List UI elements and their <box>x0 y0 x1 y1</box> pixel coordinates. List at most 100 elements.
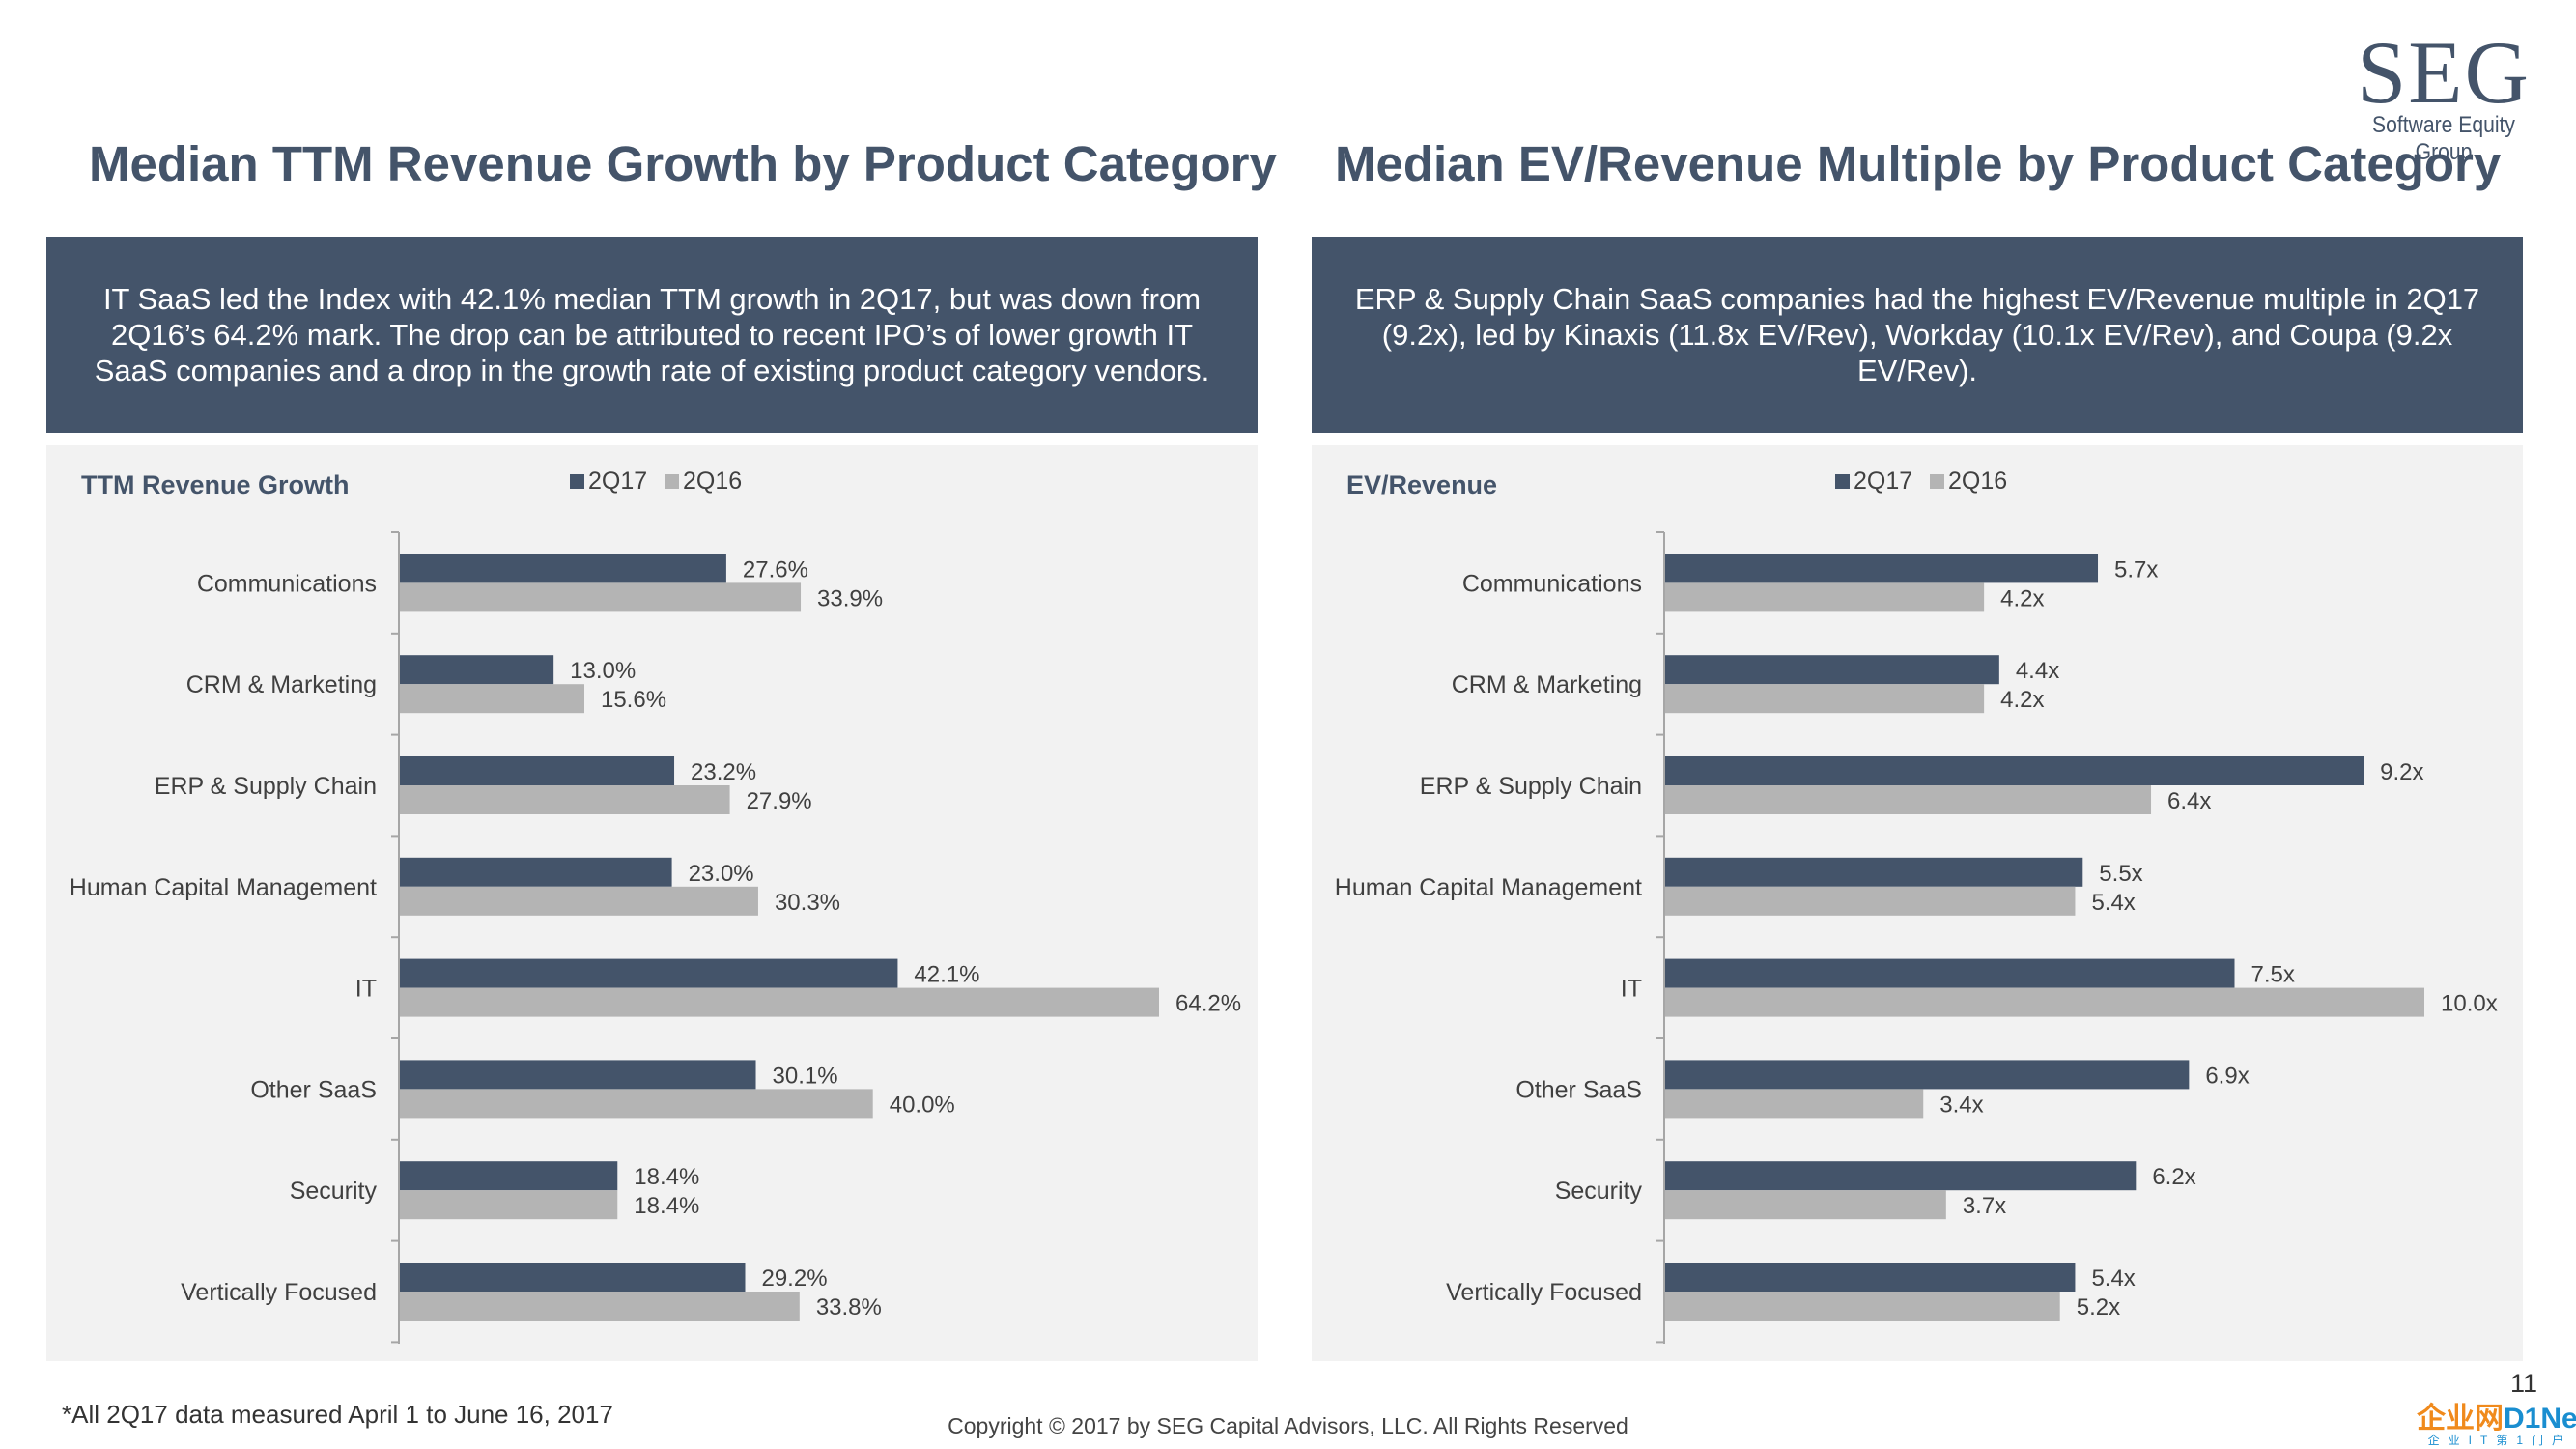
revenue-growth-chart: TTM Revenue Growth 2Q17 2Q16 Communications… <box>70 468 1241 1344</box>
data-label-2q16-it: 64.2% <box>1175 991 1241 1017</box>
bar-2q17-other-saas <box>1665 1060 2190 1090</box>
data-label-2q16-security: 18.4% <box>634 1193 699 1219</box>
data-label-2q17-vertically-focused: 5.4x <box>2091 1265 2135 1292</box>
data-label-2q16-crm-and-marketing: 4.2x <box>2000 687 2044 713</box>
bar-2q17-communications <box>400 554 726 583</box>
d1net-watermark: 企业网D1Net 企业IT第1门户 <box>2417 1405 2576 1449</box>
bar-2q16-it <box>400 987 1159 1017</box>
data-label-2q16-communications: 4.2x <box>2000 585 2044 611</box>
data-label-2q16-human-capital-management: 30.3% <box>775 890 840 916</box>
data-label-2q16-erp-and-supply-chain: 6.4x <box>2167 788 2211 814</box>
bar-2q16-vertically-focused <box>1665 1292 2060 1321</box>
bar-2q16-erp-and-supply-chain <box>400 785 730 814</box>
data-label-2q16-other-saas: 3.4x <box>1939 1092 1983 1118</box>
right-summary-banner: ERP & Supply Chain SaaS companies had th… <box>1312 237 2523 433</box>
category-label-security: Security <box>290 1178 378 1205</box>
footnote: *All 2Q17 data measured April 1 to June … <box>62 1400 613 1429</box>
bar-2q16-communications <box>400 582 802 612</box>
category-label-crm-and-marketing: CRM & Marketing <box>186 671 377 698</box>
right-summary-text: ERP & Supply Chain SaaS companies had th… <box>1354 282 2480 387</box>
data-label-2q16-communications: 33.9% <box>817 585 883 611</box>
ev-revenue-chart: EV/Revenue 2Q17 2Q16 Communications 5.7x 4.2x… <box>1335 468 2498 1344</box>
category-label-other-saas: Other SaaS <box>250 1076 377 1103</box>
data-label-2q17-security: 18.4% <box>634 1164 699 1190</box>
legend-label-2q16: 2Q16 <box>683 468 742 495</box>
bar-2q17-security <box>1665 1161 2137 1191</box>
bar-2q16-crm-and-marketing <box>1665 684 1985 714</box>
chart-title: TTM Revenue Growth <box>81 470 350 499</box>
data-label-2q16-other-saas: 40.0% <box>890 1092 955 1118</box>
left-summary-banner: IT SaaS led the Index with 42.1% median … <box>46 237 1258 433</box>
bar-2q17-vertically-focused <box>1665 1263 2076 1292</box>
page-number: 11 <box>2509 1369 2537 1398</box>
bar-2q16-human-capital-management <box>1665 886 2076 916</box>
data-label-2q17-it: 42.1% <box>914 962 979 988</box>
data-label-2q16-vertically-focused: 33.8% <box>816 1294 882 1321</box>
data-label-2q17-crm-and-marketing: 4.4x <box>2016 658 2059 684</box>
copyright: Copyright © 2017 by SEG Capital Advisors… <box>948 1413 1628 1438</box>
data-label-2q16-vertically-focused: 5.2x <box>2077 1294 2120 1321</box>
category-label-communications: Communications <box>197 570 377 597</box>
revenue-growth-chart-panel: TTM Revenue Growth 2Q17 2Q16 Communications… <box>46 445 1258 1361</box>
data-label-2q16-crm-and-marketing: 15.6% <box>601 687 666 713</box>
category-label-it: IT <box>1621 976 1642 1003</box>
watermark-sub: 企业IT第1门户 <box>2427 1434 2572 1447</box>
category-label-vertically-focused: Vertically Focused <box>1446 1279 1642 1306</box>
category-label-other-saas: Other SaaS <box>1515 1076 1642 1103</box>
bar-2q17-it <box>400 958 898 988</box>
bar-2q17-security <box>400 1161 618 1191</box>
category-label-it: IT <box>355 976 377 1003</box>
data-label-2q16-security: 3.7x <box>1963 1193 2006 1219</box>
bar-2q17-erp-and-supply-chain <box>400 756 675 785</box>
seg-logo: SEG Software Equity Group <box>2337 23 2550 165</box>
bar-2q16-erp-and-supply-chain <box>1665 785 2152 814</box>
logo-main-text: SEG <box>2357 23 2531 122</box>
legend-label-2q17: 2Q17 <box>1854 468 1912 495</box>
bar-2q16-security <box>1665 1190 1946 1220</box>
bar-2q17-crm-and-marketing <box>1665 655 1999 685</box>
bar-2q17-crm-and-marketing <box>400 655 554 685</box>
bar-2q16-security <box>400 1190 618 1220</box>
watermark-logo: 企业网D1Net <box>2417 1405 2576 1434</box>
logo-sub-text: Software Equity Group <box>2372 112 2515 165</box>
data-label-2q17-erp-and-supply-chain: 23.2% <box>691 759 756 785</box>
data-label-2q16-it: 10.0x <box>2441 991 2498 1017</box>
data-label-2q17-it: 7.5x <box>2251 962 2295 988</box>
category-label-security: Security <box>1555 1178 1643 1205</box>
bar-2q16-vertically-focused <box>400 1292 800 1321</box>
data-label-2q17-vertically-focused: 29.2% <box>761 1265 827 1292</box>
data-label-2q17-communications: 27.6% <box>743 556 808 582</box>
bar-2q16-human-capital-management <box>400 886 758 916</box>
data-label-2q16-erp-and-supply-chain: 27.9% <box>747 788 812 814</box>
data-label-2q17-other-saas: 6.9x <box>2205 1063 2249 1089</box>
data-label-2q17-communications: 5.7x <box>2114 556 2158 582</box>
bar-2q16-crm-and-marketing <box>400 684 584 714</box>
data-label-2q17-erp-and-supply-chain: 9.2x <box>2380 759 2423 785</box>
bar-2q16-communications <box>1665 582 1985 612</box>
data-label-2q17-other-saas: 30.1% <box>773 1063 838 1089</box>
bar-2q16-other-saas <box>1665 1089 1924 1119</box>
right-section-title: Median EV/Revenue Multiple by Product Ca… <box>1335 136 2502 191</box>
legend-swatch-2q17 <box>570 474 584 489</box>
data-label-2q17-human-capital-management: 23.0% <box>689 861 754 887</box>
bar-2q17-other-saas <box>400 1060 756 1090</box>
bar-2q17-vertically-focused <box>400 1263 746 1292</box>
data-label-2q16-human-capital-management: 5.4x <box>2091 890 2135 916</box>
bar-2q16-other-saas <box>400 1089 873 1119</box>
watermark-text-b: D1Net <box>2504 1403 2576 1435</box>
bar-2q17-human-capital-management <box>400 857 672 887</box>
bar-2q17-communications <box>1665 554 2099 583</box>
watermark-text-a: 企业网 <box>2417 1403 2504 1435</box>
data-label-2q17-security: 6.2x <box>2152 1164 2195 1190</box>
category-label-human-capital-management: Human Capital Management <box>70 874 377 901</box>
left-summary-text: IT SaaS led the Index with 42.1% median … <box>94 282 1210 387</box>
category-label-erp-and-supply-chain: ERP & Supply Chain <box>1420 773 1642 800</box>
data-label-2q17-human-capital-management: 5.5x <box>2099 861 2142 887</box>
legend-swatch-2q17 <box>1835 474 1850 489</box>
category-label-vertically-focused: Vertically Focused <box>181 1279 377 1306</box>
category-label-erp-and-supply-chain: ERP & Supply Chain <box>155 773 377 800</box>
bar-2q17-erp-and-supply-chain <box>1665 756 2364 785</box>
data-label-2q17-crm-and-marketing: 13.0% <box>570 658 636 684</box>
bar-2q17-it <box>1665 958 2235 988</box>
ev-revenue-chart-panel: EV/Revenue 2Q17 2Q16 Communications 5.7x 4.2x… <box>1312 445 2523 1361</box>
